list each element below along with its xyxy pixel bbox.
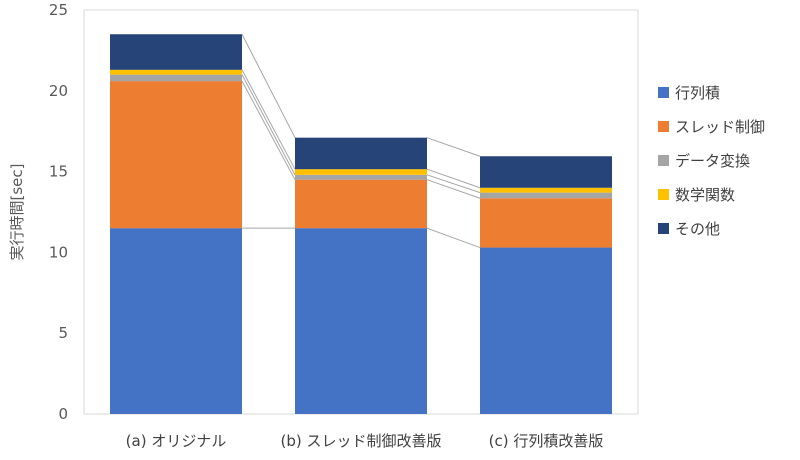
bar-segment-4-cat-3 xyxy=(480,187,612,193)
series-line-3-seg-1 xyxy=(241,74,296,176)
legend-label: 数学関数 xyxy=(675,186,735,204)
y-axis-title: 実行時間[sec] xyxy=(8,164,26,261)
legend-swatch xyxy=(658,189,669,200)
y-axis-ticks: 0 5 10 15 20 25 xyxy=(49,1,68,423)
y-tick-label: 5 xyxy=(58,324,68,342)
series-line-2-seg-1 xyxy=(241,80,296,180)
y-tick-label: 20 xyxy=(49,82,68,100)
legend-label: スレッド制御 xyxy=(675,118,765,136)
series-line-1-seg-2 xyxy=(426,227,481,249)
x-category-label: (c) 行列積改善版 xyxy=(489,432,604,450)
bar-segment-1-cat-2 xyxy=(295,228,427,414)
y-tick-label: 0 xyxy=(58,405,68,423)
legend-label: その他 xyxy=(675,220,720,238)
y-tick-label: 25 xyxy=(49,1,68,19)
series-line-3-seg-2 xyxy=(426,174,481,194)
series-line-5-seg-2 xyxy=(426,137,481,157)
y-tick-label: 15 xyxy=(49,163,68,181)
x-category-label: (a) オリジナル xyxy=(126,432,227,450)
bar-segment-4-cat-2 xyxy=(295,169,427,175)
bar-segment-5-cat-3 xyxy=(480,156,612,188)
bar-segment-4-cat-1 xyxy=(110,69,242,75)
series-line-4-seg-1 xyxy=(241,69,296,170)
legend-label: 行列積 xyxy=(675,84,720,102)
series-lines xyxy=(241,34,481,249)
bar-segment-5-cat-1 xyxy=(110,34,242,70)
series-line-2-seg-2 xyxy=(426,179,481,199)
bars xyxy=(110,34,612,414)
bar-segment-3-cat-3 xyxy=(480,192,612,199)
series-line-4-seg-2 xyxy=(426,168,481,189)
bar-segment-3-cat-2 xyxy=(295,174,427,180)
bar-segment-1-cat-1 xyxy=(110,228,242,414)
bar-segment-2-cat-1 xyxy=(110,81,242,229)
series-line-5-seg-1 xyxy=(241,34,296,138)
x-category-label: (b) スレッド制御改善版 xyxy=(281,432,442,450)
bar-segment-2-cat-2 xyxy=(295,179,427,229)
y-tick-label: 10 xyxy=(49,243,68,261)
legend-swatch xyxy=(658,121,669,132)
x-axis-labels: (a) オリジナル (b) スレッド制御改善版 (c) 行列積改善版 xyxy=(126,432,604,450)
bar-segment-3-cat-1 xyxy=(110,74,242,82)
legend-swatch xyxy=(658,155,669,166)
bar-segment-5-cat-2 xyxy=(295,137,427,170)
bar-segment-2-cat-3 xyxy=(480,198,612,248)
legend-label: データ変換 xyxy=(675,152,750,170)
bar-segment-1-cat-3 xyxy=(480,247,612,414)
legend-swatch xyxy=(658,87,669,98)
legend-swatch xyxy=(658,223,669,234)
